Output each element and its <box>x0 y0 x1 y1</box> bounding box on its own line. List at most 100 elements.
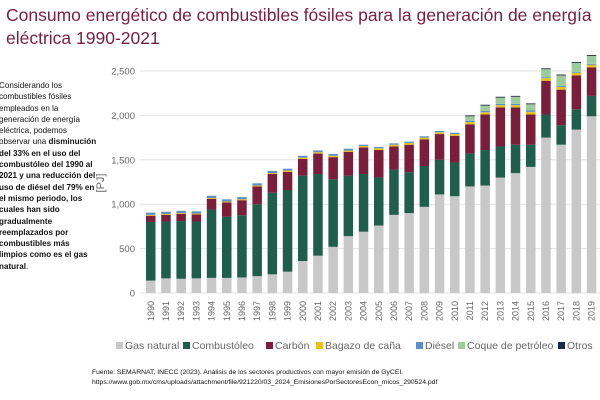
bar-segment-carb-n <box>434 134 445 160</box>
bar-segment-combust-leo <box>541 114 551 138</box>
bar-segment-combust-leo <box>480 150 490 186</box>
x-tick-label: 2005 <box>374 301 384 321</box>
bar-segment-gas-natural <box>586 116 597 294</box>
bar-segment-gas-natural <box>206 277 217 293</box>
bar-segment-bagazo-de-ca-a <box>450 134 460 136</box>
bar-segment-carb-n <box>252 186 262 205</box>
bar-segment-coque-de-petr-leo <box>495 97 506 104</box>
bar-segment-carb-n <box>541 80 551 115</box>
bar-segment-di-sel <box>434 130 445 133</box>
bar-segment-di-sel <box>161 211 171 214</box>
bar-segment-di-sel <box>191 211 202 214</box>
bar-segment-coque-de-petr-leo <box>526 104 536 111</box>
sidebar-text: Considerando los combustibles fósiles em… <box>0 80 97 272</box>
legend-swatch <box>458 342 465 349</box>
bar-segment-bagazo-de-ca-a <box>374 148 384 151</box>
bar-segment-combust-leo <box>510 144 521 174</box>
bar-segment-gas-natural <box>556 144 566 293</box>
bar-segment-di-sel <box>480 110 490 113</box>
bar-segment-coque-de-petr-leo <box>480 105 490 111</box>
bar-segment-carb-n <box>374 150 384 178</box>
bar-segment-di-sel <box>586 63 597 65</box>
bar-segment-combust-leo <box>571 109 582 130</box>
bar-segment-gas-natural <box>146 280 156 293</box>
bar-segment-di-sel <box>298 155 308 158</box>
bar-segment-combust-leo <box>556 125 566 145</box>
x-tick-label: 1998 <box>267 301 277 321</box>
bar-segment-combust-leo <box>252 204 262 277</box>
x-tick-label: 2007 <box>404 301 414 321</box>
y-tick-label: 2,000 <box>111 111 135 122</box>
bar-segment-gas-natural <box>343 236 354 293</box>
bar-segment-otros <box>556 74 566 76</box>
bar-segment-carb-n <box>237 200 247 216</box>
x-tick-label: 2011 <box>465 301 475 320</box>
bar-segment-carb-n <box>510 107 521 145</box>
y-axis-label: [PJ] <box>95 174 107 193</box>
bar-segment-bagazo-de-ca-a <box>419 137 430 140</box>
bar-segment-gas-natural <box>465 186 475 293</box>
bar-segment-di-sel <box>176 210 186 214</box>
bar-segment-combust-leo <box>328 179 338 247</box>
bar-segment-otros <box>480 104 490 106</box>
x-tick-label: 2016 <box>541 301 551 321</box>
bar-segment-bagazo-de-ca-a <box>571 72 582 76</box>
page-title: Consumo energético de combustibles fósil… <box>6 5 592 48</box>
x-tick-label: 2006 <box>389 301 399 321</box>
x-tick-label: 2015 <box>526 301 536 321</box>
bar-segment-carb-n <box>282 171 293 190</box>
bar-segment-combust-leo <box>419 166 430 207</box>
bar-segment-carb-n <box>206 198 217 210</box>
bar-segment-gas-natural <box>328 246 338 293</box>
bar-segment-combust-leo <box>434 159 445 195</box>
bar-segment-combust-leo <box>191 221 202 279</box>
bar-segment-bagazo-de-ca-a <box>328 155 338 158</box>
bar-segment-bagazo-de-ca-a <box>222 201 232 203</box>
bar-segment-combust-leo <box>298 175 308 262</box>
sidebar-text-4: . <box>26 261 29 271</box>
legend-label: Coque de petróleo <box>467 340 554 352</box>
bar-segment-gas-natural <box>434 194 445 293</box>
x-tick-label: 2018 <box>571 301 581 321</box>
x-tick-label: 1993 <box>191 301 201 321</box>
bar-segment-di-sel <box>358 144 369 147</box>
bar-segment-bagazo-de-ca-a <box>556 86 566 90</box>
bar-segment-combust-leo <box>237 215 247 278</box>
bar-segment-gas-natural <box>404 213 414 293</box>
bar-segment-bagazo-de-ca-a <box>480 112 490 115</box>
bar-segment-bagazo-de-ca-a <box>313 152 323 154</box>
bar-segment-coque-de-petr-leo <box>571 63 582 72</box>
bar-segment-bagazo-de-ca-a <box>298 157 308 159</box>
bar-segment-coque-de-petr-leo <box>556 75 566 87</box>
legend-swatch <box>183 342 190 349</box>
bar-segment-gas-natural <box>252 276 262 293</box>
bar-segment-otros <box>510 95 521 97</box>
x-tick-label: 2003 <box>343 301 353 321</box>
x-tick-label: 1992 <box>176 301 186 321</box>
bar-segment-combust-leo <box>343 175 354 237</box>
y-tick-label: 500 <box>119 244 135 255</box>
bar-segment-carb-n <box>419 139 430 167</box>
x-tick-label: 1997 <box>252 301 262 321</box>
bar-segment-combust-leo <box>586 95 597 117</box>
bar-segment-combust-leo <box>206 209 217 278</box>
source-url[interactable]: https://www.gob.mx/cms/uploads/attachmen… <box>92 379 438 386</box>
bar-segment-bagazo-de-ca-a <box>526 111 536 115</box>
bar-segment-di-sel <box>541 77 551 79</box>
bar-segment-gas-natural <box>161 278 171 293</box>
bar-segment-bagazo-de-ca-a <box>404 142 414 145</box>
source-note: Fuente: SEMARNAT, INECC (2023). Análisis… <box>92 368 597 388</box>
bar-segment-combust-leo <box>374 177 384 226</box>
bar-segment-bagazo-de-ca-a <box>176 213 186 214</box>
bar-segment-combust-leo <box>526 144 536 167</box>
bar-segment-di-sel <box>510 103 521 106</box>
x-tick-label: 1990 <box>146 301 156 321</box>
bar-segment-gas-natural <box>571 129 582 293</box>
bar-segment-carb-n <box>556 89 566 126</box>
bar-segment-combust-leo <box>176 221 186 279</box>
legend-swatch <box>316 342 323 349</box>
bar-segment-di-sel <box>328 154 338 156</box>
bar-segment-di-sel <box>404 141 414 143</box>
bar-segment-bagazo-de-ca-a <box>252 185 262 187</box>
bar-segment-carb-n <box>465 124 475 154</box>
